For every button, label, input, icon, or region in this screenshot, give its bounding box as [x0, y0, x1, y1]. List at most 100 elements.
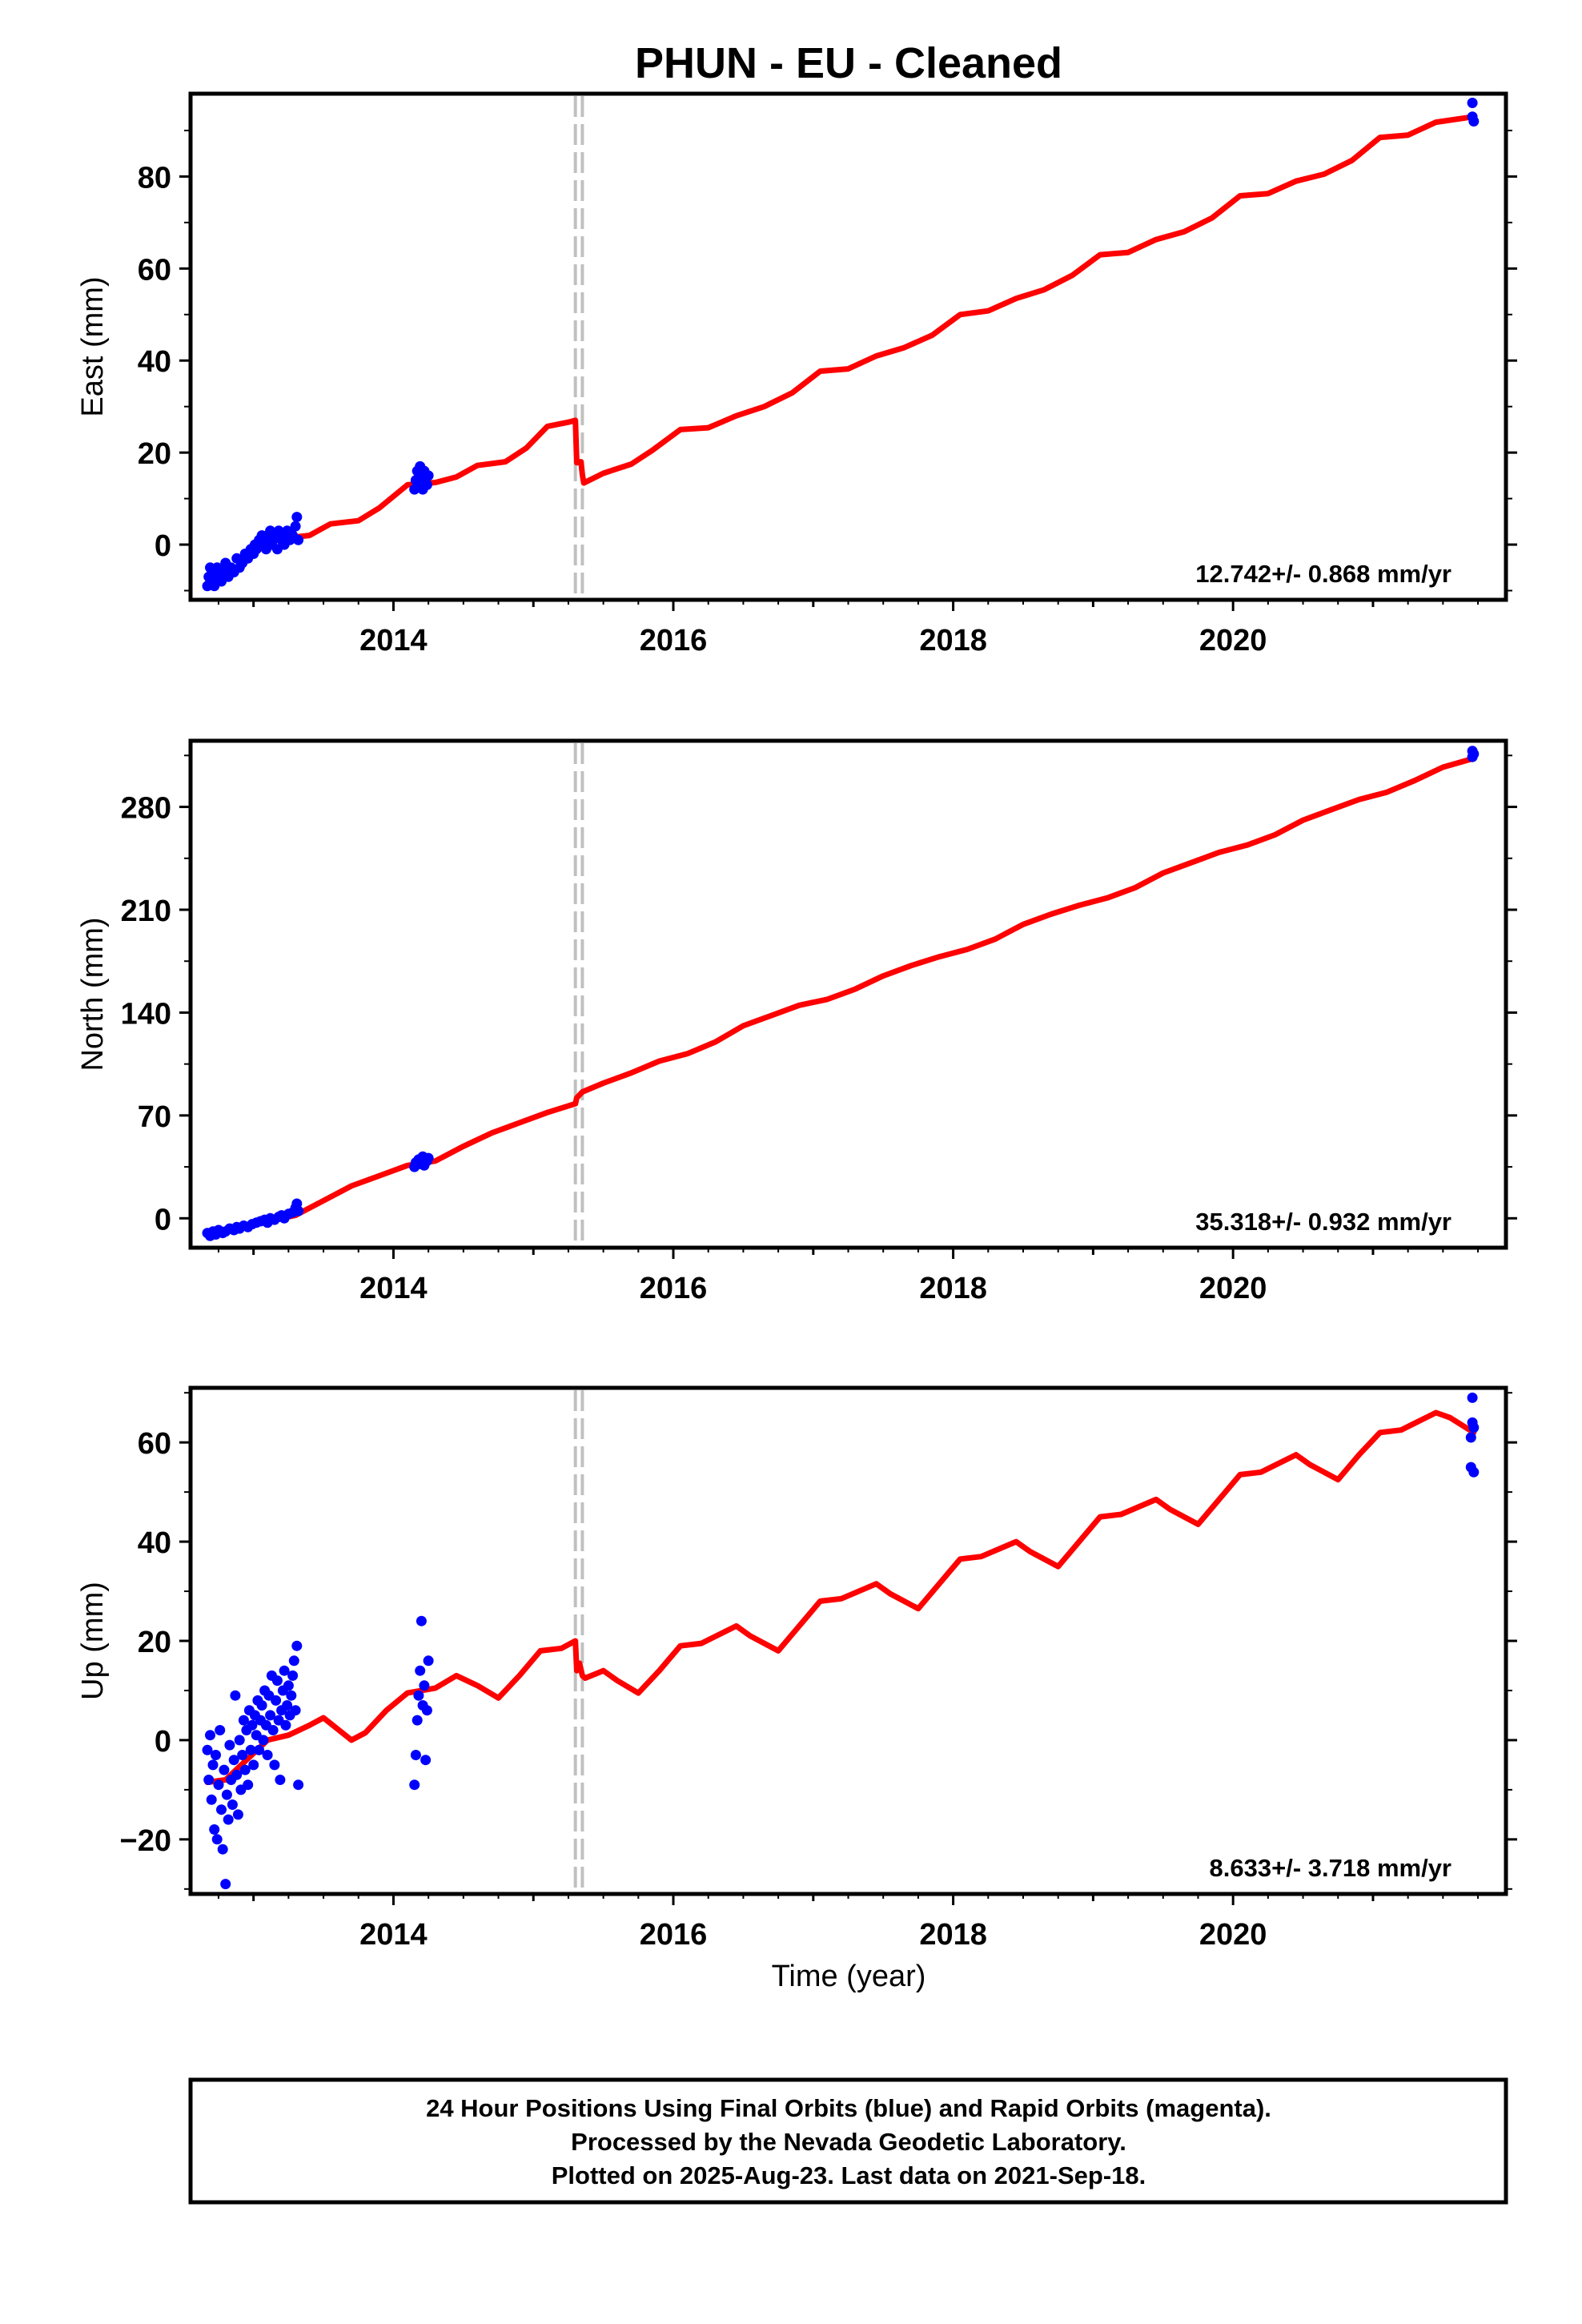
- east-data-point: [1467, 98, 1478, 108]
- up-data-point: [423, 1655, 434, 1667]
- up-y-tick-label: 40: [138, 1526, 171, 1560]
- up-data-point: [1468, 1422, 1480, 1433]
- up-data-point: [215, 1725, 226, 1735]
- up-data-point: [271, 1675, 283, 1687]
- up-data-point: [205, 1730, 215, 1741]
- up-data-point: [279, 1665, 290, 1676]
- north-data-point: [423, 1152, 434, 1164]
- up-data-point: [267, 1725, 279, 1735]
- north-y-tick-label: 210: [121, 895, 171, 928]
- east-plot-frame: [188, 91, 1508, 602]
- up-data-point: [275, 1775, 286, 1785]
- east-rate-label: 12.742+/- 0.868 mm/yr: [1195, 560, 1452, 588]
- up-data-point: [216, 1804, 227, 1815]
- up-data-point: [231, 1769, 243, 1780]
- up-data-point: [290, 1705, 301, 1716]
- east-panel: 0 20 40 60 80 2014 2016 2018 2020 East (mm) 12.742…: [76, 91, 1517, 657]
- up-data-point: [413, 1690, 424, 1701]
- up-data-point: [248, 1759, 259, 1771]
- up-data-point: [217, 1844, 228, 1855]
- north-y-tick-label: 0: [155, 1203, 171, 1236]
- up-data-point: [271, 1695, 282, 1706]
- up-data-point: [262, 1750, 273, 1760]
- up-data-point: [228, 1755, 239, 1766]
- up-data-point: [286, 1690, 297, 1701]
- up-data-point: [415, 1665, 426, 1676]
- east-y-tick-label: 60: [138, 253, 171, 287]
- east-y-tick-label: 0: [155, 529, 171, 563]
- up-data-point: [280, 1719, 291, 1731]
- up-y-tick-label: 20: [138, 1626, 171, 1659]
- footer-line-1: 24 Hour Positions Using Final Orbits (bl…: [426, 2094, 1271, 2122]
- up-data-point: [269, 1759, 280, 1771]
- north-y-tick-label: 140: [121, 997, 171, 1031]
- up-data-point: [202, 1744, 213, 1755]
- east-data-point: [421, 479, 432, 490]
- north-panel: 0 70 140 210 280 2014 2016 2018 2020 North (mm) 35…: [76, 738, 1517, 1305]
- east-data-point: [291, 512, 303, 523]
- north-x-tick-label: 2020: [1199, 1272, 1267, 1305]
- up-data-point: [243, 1779, 254, 1791]
- north-x-tick-label: 2016: [640, 1272, 708, 1305]
- up-data-point: [1465, 1432, 1476, 1443]
- up-y-axis-label: Up (mm): [76, 1582, 110, 1700]
- up-data-point: [409, 1779, 420, 1791]
- up-x-tick-label: 2014: [359, 1918, 428, 1952]
- north-data-point: [1468, 749, 1480, 759]
- up-data-point: [247, 1719, 258, 1731]
- up-x-tick-label: 2018: [919, 1918, 987, 1952]
- north-y-axis-label: North (mm): [76, 917, 110, 1071]
- up-data-point: [227, 1799, 238, 1810]
- up-data-point: [237, 1750, 248, 1760]
- up-data-point: [213, 1779, 224, 1791]
- up-data-point: [420, 1755, 432, 1766]
- north-model-line: [204, 755, 1477, 1236]
- up-data-point: [224, 1739, 235, 1751]
- footer-line-2: Processed by the Nevada Geodetic Laborat…: [571, 2128, 1126, 2156]
- east-x-tick-label: 2014: [359, 624, 428, 657]
- east-data-point: [293, 534, 304, 545]
- north-y-tick-label: 70: [138, 1100, 171, 1134]
- up-data-point: [211, 1834, 223, 1845]
- up-data-point: [283, 1680, 294, 1691]
- up-data-point: [1467, 1392, 1478, 1403]
- up-data-point: [221, 1789, 232, 1800]
- east-y-axis-label: East (mm): [76, 276, 110, 416]
- north-data-point: [293, 1205, 304, 1216]
- north-x-tick-label: 2014: [359, 1272, 428, 1305]
- north-y-tick-label: 280: [121, 792, 171, 826]
- up-data-point: [239, 1764, 251, 1775]
- east-data-point: [1468, 116, 1480, 127]
- east-model-line: [204, 114, 1477, 586]
- footer-line-3: Plotted on 2025-Aug-23. Last data on 202…: [552, 2161, 1146, 2189]
- up-data-point: [207, 1759, 219, 1771]
- up-data-point: [1468, 1466, 1480, 1478]
- east-data-point: [290, 521, 301, 532]
- east-y-tick-label: 20: [138, 437, 171, 471]
- figure-title: PHUN - EU - Cleaned: [635, 39, 1062, 87]
- north-x-tick-label: 2018: [919, 1272, 987, 1305]
- up-data-point: [410, 1750, 421, 1760]
- up-data-point: [230, 1690, 241, 1701]
- up-data-point: [412, 1715, 423, 1726]
- up-data-point: [288, 1655, 299, 1667]
- east-x-tick-label: 2020: [1199, 624, 1267, 657]
- up-data-point: [238, 1715, 249, 1726]
- up-data-point: [421, 1705, 432, 1716]
- up-data-point: [291, 1640, 303, 1651]
- up-data-point: [282, 1700, 293, 1711]
- east-x-tick-label: 2016: [640, 624, 708, 657]
- east-y-tick-label: 80: [138, 161, 171, 195]
- up-model-line: [204, 1409, 1477, 1786]
- x-axis-label: Time (year): [772, 1960, 926, 1993]
- up-data-point: [206, 1794, 217, 1805]
- up-rate-label: 8.633+/- 3.718 mm/yr: [1210, 1854, 1452, 1882]
- up-data-point: [223, 1814, 234, 1825]
- north-rate-label: 35.318+/- 0.932 mm/yr: [1195, 1208, 1452, 1236]
- up-data-point: [256, 1700, 267, 1711]
- up-data-point: [220, 1879, 231, 1890]
- up-data-point: [419, 1680, 430, 1691]
- up-data-point: [287, 1670, 299, 1681]
- footer-frame: [188, 2077, 1508, 2205]
